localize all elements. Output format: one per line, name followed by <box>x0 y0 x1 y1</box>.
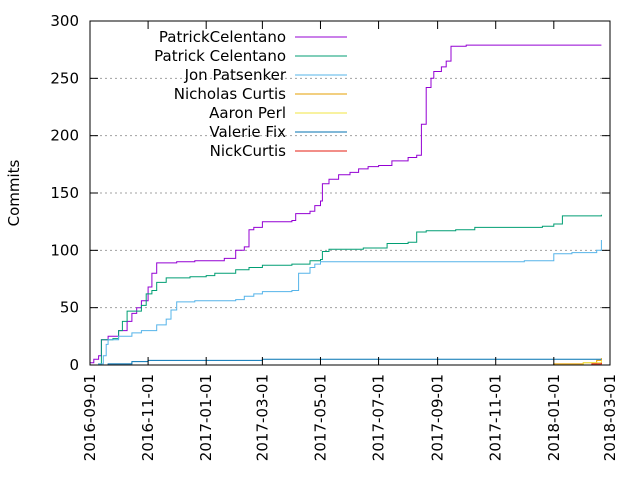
legend-label: Patrick Celentano <box>154 47 286 65</box>
series-lines <box>90 44 602 366</box>
legend-label: Valerie Fix <box>209 123 286 141</box>
series-line-0 <box>90 44 602 364</box>
series-line-1 <box>90 214 602 366</box>
grid-lines <box>90 77 610 309</box>
legend-label: NickCurtis <box>210 142 287 160</box>
x-tick-label: 2017-01-01 <box>197 374 215 461</box>
y-tick-label: 200 <box>50 127 79 145</box>
x-tick-label: 2017-09-01 <box>429 374 447 461</box>
x-tick-label: 2017-11-01 <box>487 374 505 461</box>
x-tick-label: 2018-01-01 <box>545 374 563 461</box>
y-tick-label: 100 <box>50 241 79 259</box>
x-tick-label: 2016-09-01 <box>81 374 99 461</box>
x-tick-label: 2017-05-01 <box>311 374 329 461</box>
x-tick-label: 2017-03-01 <box>253 374 271 461</box>
series-line-5 <box>90 358 602 366</box>
y-tick-label: 0 <box>69 356 79 374</box>
legend-label: Aaron Perl <box>209 104 286 122</box>
legend-label: Nicholas Curtis <box>174 85 286 103</box>
y-tick-label: 300 <box>50 12 79 30</box>
legend-label: Jon Patsenker <box>184 66 287 84</box>
x-tick-label: 2016-11-01 <box>139 374 157 461</box>
y-axis-title: Commits <box>5 159 23 226</box>
y-tick-label: 250 <box>50 69 79 87</box>
legend-label: PatrickCelentano <box>159 28 286 46</box>
series-line-2 <box>90 240 602 366</box>
axis-ticks: 0 50 100 150 200 250 300 2016-09-01 2016-11-01 20… <box>50 12 619 461</box>
y-tick-label: 150 <box>50 184 79 202</box>
x-tick-label: 2018-03-01 <box>601 374 619 461</box>
y-tick-label: 50 <box>60 299 79 317</box>
x-tick-label: 2017-07-01 <box>370 374 388 461</box>
